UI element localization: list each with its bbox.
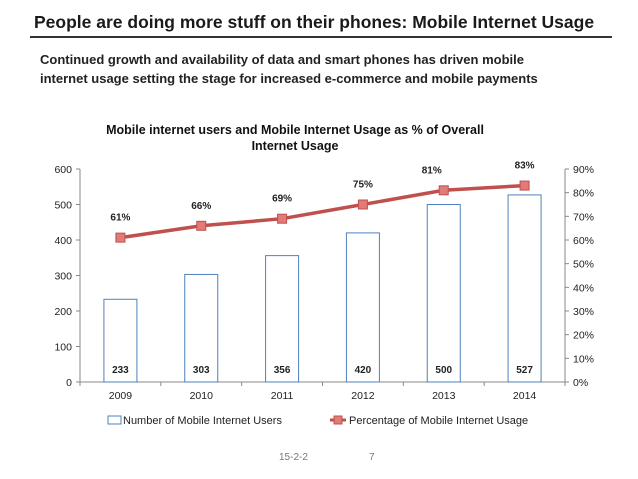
footer-date: 15-2-2 (279, 452, 308, 463)
y-left-tick-label: 500 (54, 200, 72, 212)
slide-title: People are doing more stuff on their pho… (34, 12, 595, 32)
line-point (277, 213, 288, 224)
y-right-tick-label: 30% (573, 306, 594, 318)
line-data-label: 83% (515, 161, 535, 172)
line-data-label: 69% (272, 194, 292, 205)
line-point (115, 232, 126, 243)
bar (507, 194, 542, 383)
y-right-tick-label: 20% (573, 330, 594, 342)
chart-title-line-2: Internet Usage (251, 139, 339, 153)
line-point (196, 220, 207, 231)
bar-data-label: 420 (355, 365, 372, 376)
bar (184, 273, 219, 383)
x-tick-label: 2014 (513, 390, 537, 402)
line-point (519, 180, 530, 191)
title-divider (30, 36, 612, 38)
y-left-tick-label: 400 (54, 235, 72, 247)
y-left-tick-label: 0 (66, 377, 72, 389)
y-right-tick-label: 40% (573, 282, 594, 294)
legend-bar-label: Number of Mobile Internet Users (123, 415, 282, 427)
y-left-tick-label: 300 (54, 271, 72, 283)
bar (345, 232, 380, 383)
y-left-tick-label: 200 (54, 306, 72, 318)
bar-data-label: 233 (112, 365, 129, 376)
line-data-label: 66% (191, 201, 211, 212)
bar-data-label: 527 (516, 365, 533, 376)
bar (265, 255, 300, 383)
y-right-tick-label: 50% (573, 259, 594, 271)
y-right-tick-label: 70% (573, 211, 594, 223)
bar (426, 204, 461, 383)
subtitle-line-1: Continued growth and availability of dat… (40, 52, 524, 67)
line-point (438, 185, 449, 196)
slide-subtitle: Continued growth and availability of dat… (40, 50, 620, 88)
bar-data-label: 303 (193, 365, 210, 376)
bar-data-label: 356 (274, 365, 291, 376)
line-data-label: 61% (110, 213, 130, 224)
y-right-tick-label: 10% (573, 353, 594, 365)
chart-title-line-1: Mobile internet users and Mobile Interne… (106, 123, 484, 137)
y-right-tick-label: 60% (573, 235, 594, 247)
x-tick-label: 2009 (109, 390, 133, 402)
page-number: 7 (369, 452, 375, 463)
legend-line-marker (333, 415, 343, 425)
bar (103, 298, 138, 383)
legend-bar-swatch (107, 415, 122, 425)
x-tick-label: 2012 (351, 390, 375, 402)
x-tick-label: 2011 (271, 390, 294, 402)
x-tick-label: 2013 (432, 390, 456, 402)
line-point (357, 199, 368, 210)
y-right-tick-label: 90% (573, 164, 594, 176)
y-left-tick-label: 600 (54, 164, 72, 176)
y-right-tick-label: 80% (573, 188, 594, 200)
y-right-tick-label: 0% (573, 377, 588, 389)
y-left-tick-label: 100 (54, 342, 72, 354)
line-data-label: 81% (422, 165, 442, 176)
line-data-label: 75% (353, 180, 373, 191)
chart-title: Mobile internet users and Mobile Interne… (70, 122, 520, 154)
bar-data-label: 500 (435, 365, 452, 376)
subtitle-line-2: internet usage setting the stage for inc… (40, 71, 538, 86)
legend-line-label: Percentage of Mobile Internet Usage (349, 415, 528, 427)
line-series (120, 183, 525, 240)
x-tick-label: 2010 (190, 390, 214, 402)
